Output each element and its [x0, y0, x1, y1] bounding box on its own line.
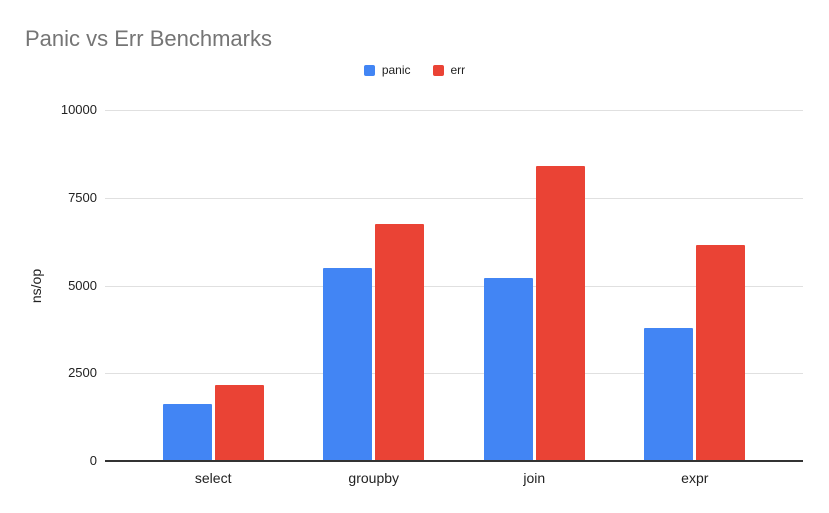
gridline: [105, 197, 803, 199]
bar-panic-expr: [644, 327, 694, 461]
bar-err-select: [214, 385, 264, 461]
x-axis-baseline: [105, 460, 803, 462]
bar-err-join: [535, 166, 585, 461]
chart-title: Panic vs Err Benchmarks: [25, 26, 272, 51]
bar-panic-groupby: [323, 267, 373, 461]
legend-item-panic: panic: [363, 63, 411, 77]
x-axis-label: select: [194, 470, 232, 486]
gridline: [105, 285, 803, 287]
y-tick-label: 7500: [68, 189, 97, 205]
bar-panic-select: [162, 403, 212, 461]
legend-swatch-panic: [363, 64, 375, 76]
bar-panic-join: [483, 278, 533, 461]
gridline: [105, 110, 803, 111]
y-tick-label: 2500: [68, 365, 97, 381]
legend-swatch-err: [432, 64, 444, 76]
legend-label-err: err: [450, 63, 466, 77]
y-tick-label: 5000: [68, 277, 97, 293]
legend-item-err: err: [432, 63, 466, 77]
bar-err-expr: [696, 245, 746, 461]
y-tick-label: 10000: [60, 102, 97, 117]
y-tick-label: 0: [89, 453, 97, 468]
x-axis-label: groupby: [348, 470, 400, 486]
x-axis-label: expr: [681, 470, 709, 486]
legend-label-panic: panic: [381, 63, 411, 77]
x-axis-label: join: [523, 470, 546, 486]
legend: panic err: [0, 63, 829, 77]
gridline: [105, 373, 803, 375]
plot-area: [105, 110, 803, 462]
bar-err-groupby: [375, 224, 425, 461]
